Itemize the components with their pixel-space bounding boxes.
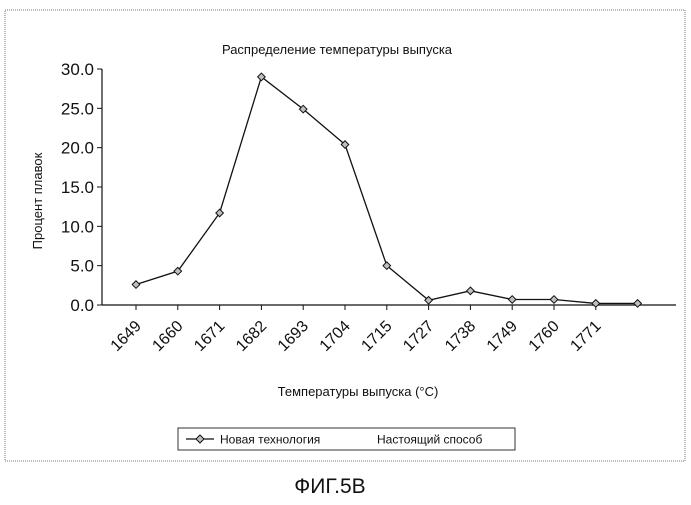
data-point-marker (173, 266, 183, 276)
x-tick-label: 1660 (149, 318, 186, 355)
data-point-marker (382, 261, 392, 271)
x-axis-label: Температуры выпуска (°C) (278, 384, 439, 399)
data-point-marker (633, 298, 643, 308)
chart-title: Распределение температуры выпуска (222, 42, 453, 57)
series-group (131, 72, 643, 308)
data-point-marker (465, 286, 475, 296)
legend-diamond-marker (195, 434, 205, 444)
figure-caption: ФИГ.5B (294, 475, 365, 498)
legend-box (177, 427, 516, 451)
x-tick-label: 1693 (275, 318, 312, 355)
y-axis-label: Процент плавок (30, 152, 45, 249)
y-tick-labels: 0.0 5.0 10.0 15.0 20.0 25.0 30.0 (61, 60, 102, 315)
data-point-marker (507, 294, 517, 305)
y-tick-label: 25.0 (61, 99, 94, 118)
y-tick-label: 20.0 (61, 139, 94, 158)
data-point-marker (215, 208, 225, 218)
x-tick-label: 1749 (484, 318, 521, 355)
legend-label-new-technology: Новая технология (220, 433, 320, 447)
data-point-marker (256, 72, 266, 82)
x-tick-label: 1704 (317, 318, 354, 355)
data-point-marker (424, 295, 434, 305)
x-tick-label: 1727 (400, 318, 437, 355)
x-tick-label: 1771 (567, 318, 604, 355)
x-tick-label: 1682 (233, 318, 270, 355)
y-tick-label: 0.0 (70, 296, 94, 315)
chart-area-border (4, 9, 686, 462)
x-tick-labels: 1649 1660 1671 1682 1693 1704 1715 1727 1738 1749… (108, 305, 605, 355)
y-tick-label: 10.0 (61, 217, 94, 236)
data-point-marker (131, 280, 141, 290)
y-tick-label: 15.0 (61, 178, 94, 197)
x-tick-label: 1671 (191, 318, 228, 355)
data-point-marker (591, 298, 601, 308)
y-tick-label: 5.0 (70, 257, 94, 276)
data-point-marker (298, 104, 308, 114)
x-tick-label: 1649 (108, 318, 145, 355)
x-tick-label: 1760 (526, 318, 563, 355)
legend-label-current-method: Настоящий способ (377, 433, 482, 447)
axes (101, 69, 676, 306)
legend: Новая технология Настоящий способ (177, 427, 516, 451)
data-point-marker (340, 140, 350, 150)
x-tick-label: 1715 (358, 318, 395, 355)
y-tick-label: 30.0 (61, 60, 94, 79)
data-point-marker (549, 294, 559, 305)
x-tick-label: 1738 (442, 318, 479, 355)
